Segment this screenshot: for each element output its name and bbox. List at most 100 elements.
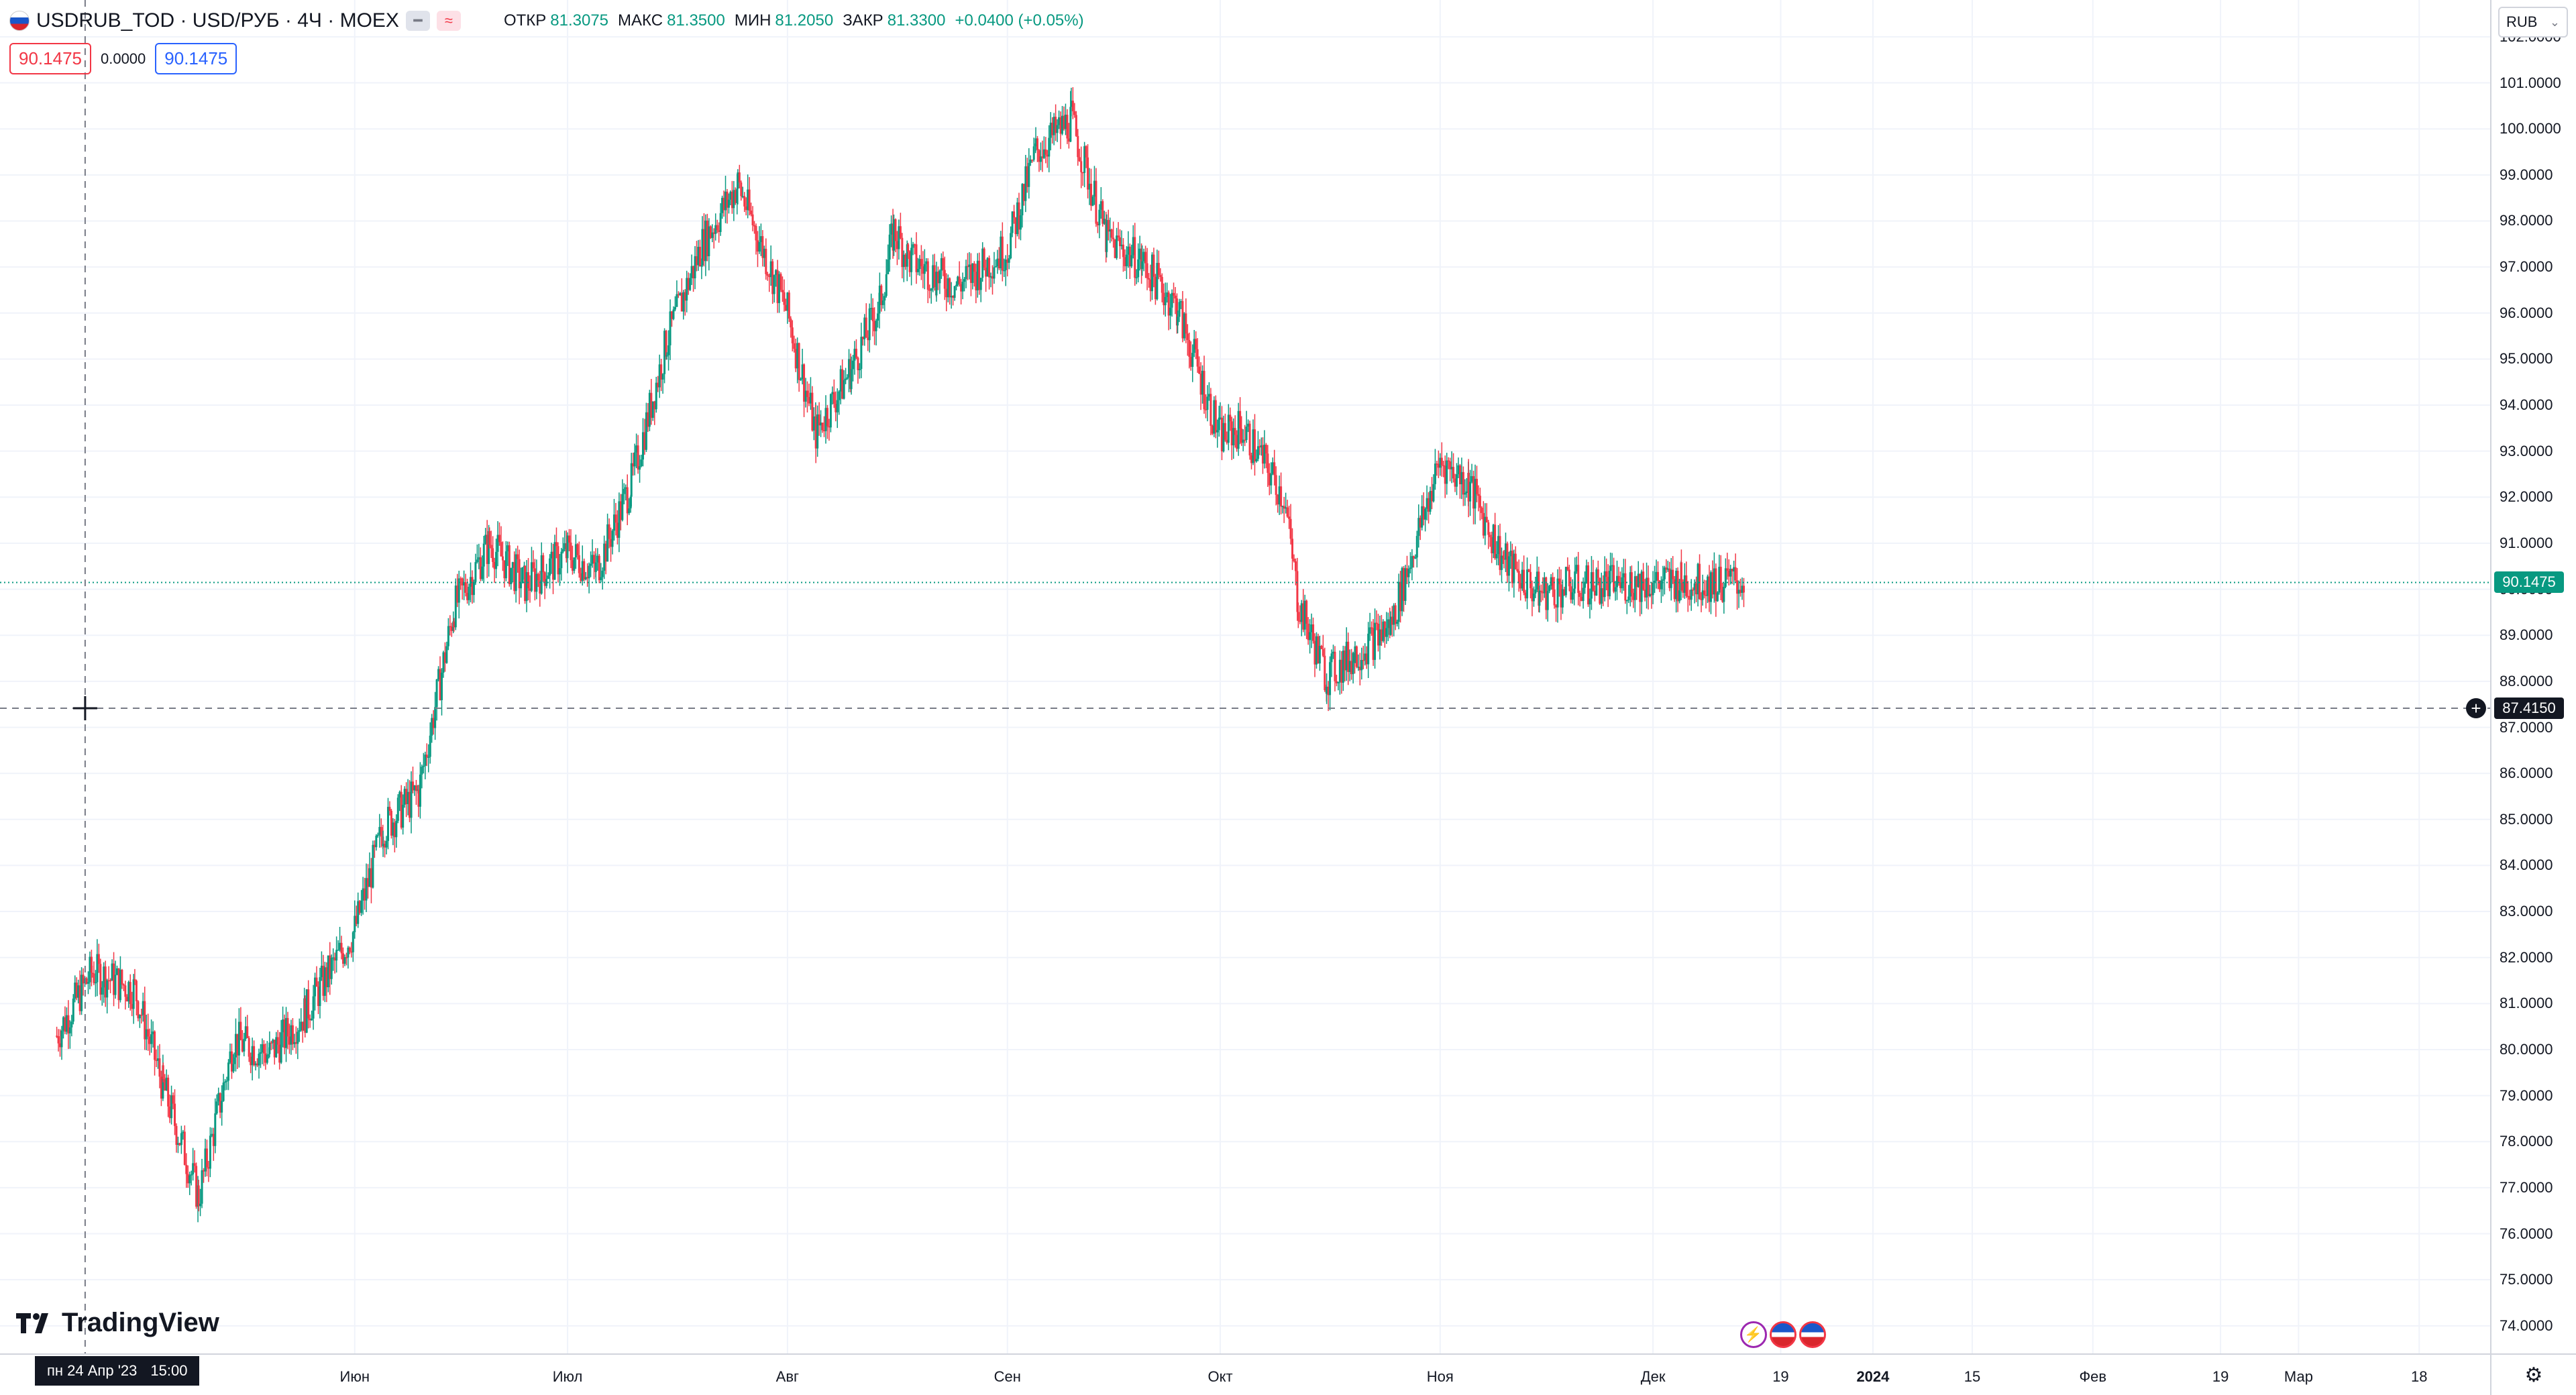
candle-body xyxy=(1327,686,1330,695)
candle-body xyxy=(1430,491,1433,502)
candle-body xyxy=(415,785,417,791)
candle-body xyxy=(818,414,820,426)
candle-body xyxy=(1584,581,1587,588)
candle-body xyxy=(731,191,733,209)
candle-body xyxy=(552,551,555,580)
sell-price-button[interactable]: 90.1475 xyxy=(9,43,91,74)
candle-body xyxy=(873,321,876,331)
price-tick-label: 82.0000 xyxy=(2500,948,2553,966)
candle-body xyxy=(1350,661,1353,675)
candle-body xyxy=(812,416,815,431)
candle-body xyxy=(1051,122,1054,135)
candle-body xyxy=(68,1027,71,1034)
candle-body xyxy=(896,241,898,249)
candle-body xyxy=(894,219,897,241)
candle-body xyxy=(254,1063,257,1066)
candle-body xyxy=(107,980,110,982)
buy-price-button[interactable]: 90.1475 xyxy=(155,43,237,74)
candle-body xyxy=(1701,590,1704,600)
candle-body xyxy=(1426,498,1428,509)
candle-body xyxy=(1134,237,1136,278)
candle-body xyxy=(740,182,743,197)
candle-body xyxy=(1502,555,1505,559)
candle-body xyxy=(1607,577,1609,597)
candle-body xyxy=(1098,209,1101,225)
high-value: 81.3500 xyxy=(667,11,725,30)
candle-body xyxy=(1635,576,1638,588)
candle-body xyxy=(1632,593,1635,600)
candlestick-chart[interactable] xyxy=(0,0,2490,1353)
candle-body xyxy=(906,244,908,267)
candle-body xyxy=(525,572,528,602)
compare-toggle-icon[interactable]: ≈ xyxy=(436,11,461,31)
candle-body xyxy=(1660,580,1662,590)
candle-body xyxy=(784,304,787,311)
candle-body xyxy=(915,244,918,272)
candle-body xyxy=(1226,439,1228,443)
candle-body xyxy=(861,337,864,339)
time-axis[interactable]: Июн Июл Авг Сен Окт Ноя Дек 19 2024 15 Фев 19 Мар 18 xyxy=(0,1353,2490,1395)
candle-body xyxy=(358,901,361,913)
candle-body xyxy=(1255,459,1258,461)
chart-settings-button[interactable]: ⚙ xyxy=(2490,1353,2576,1395)
candle-body xyxy=(1685,575,1688,596)
currency-selector[interactable]: RUB ⌄ xyxy=(2498,7,2568,38)
candle-body xyxy=(1467,473,1470,502)
candle-body xyxy=(1141,261,1144,270)
candle-body xyxy=(1090,183,1093,206)
candle-body xyxy=(1041,156,1044,158)
candle-body xyxy=(1665,567,1668,570)
candle-body xyxy=(542,555,545,573)
candle-body xyxy=(145,1029,148,1040)
candle-body xyxy=(1700,599,1703,600)
candle-body xyxy=(845,378,847,380)
crosshair-cursor-icon xyxy=(72,696,97,721)
candle-body xyxy=(1529,571,1532,589)
candle-body xyxy=(82,974,85,984)
price-axis[interactable]: 102.0000101.0000100.000099.000098.000097… xyxy=(2490,0,2576,1353)
candle-body xyxy=(1261,445,1264,464)
candle-body xyxy=(1011,211,1014,233)
candle-body xyxy=(437,669,440,679)
candle-body xyxy=(1627,596,1630,600)
candle-body xyxy=(1067,138,1070,142)
candle-body xyxy=(508,545,511,585)
candle-body xyxy=(1042,149,1045,158)
candle-body xyxy=(392,822,394,836)
us-flag-event-icon[interactable] xyxy=(1799,1321,1826,1348)
candle-body xyxy=(689,278,692,290)
candle-body xyxy=(748,189,751,211)
candle-body xyxy=(1484,516,1487,536)
symbol-title[interactable]: USDRUB_TOD · USD/РУБ · 4Ч · MOEX xyxy=(36,9,399,32)
collapse-toggle-icon[interactable]: ━ xyxy=(405,11,430,31)
candle-body xyxy=(1545,577,1548,610)
candle-body xyxy=(298,1030,301,1032)
candle-body xyxy=(667,345,670,355)
add-alert-plus-icon[interactable]: + xyxy=(2466,698,2486,719)
candle-body xyxy=(1424,508,1427,520)
lightning-event-icon[interactable]: ⚡ xyxy=(1739,1321,1767,1348)
candle-body xyxy=(533,568,536,592)
candle-body xyxy=(471,577,474,596)
candle-body xyxy=(1595,569,1598,596)
candle-body xyxy=(1039,156,1042,162)
candle-body xyxy=(280,1032,282,1063)
candle-body xyxy=(1006,259,1009,263)
candle-body xyxy=(103,966,105,988)
candle-body xyxy=(796,343,799,369)
candle-body xyxy=(1419,518,1421,528)
candle-body xyxy=(97,954,100,964)
us-flag-event-icon[interactable] xyxy=(1769,1321,1796,1348)
candle-body xyxy=(175,1125,178,1146)
candle-body xyxy=(1673,579,1676,600)
candle-body xyxy=(530,562,533,591)
candle-body xyxy=(925,261,928,264)
candle-body xyxy=(855,349,857,358)
candle-body xyxy=(1140,248,1143,270)
candle-body xyxy=(1609,571,1611,597)
crosshair-date: пн 24 Апр '23 xyxy=(47,1362,138,1379)
candle-body xyxy=(256,1063,259,1066)
tradingview-logo[interactable]: TradingView xyxy=(16,1308,219,1338)
candle-body xyxy=(150,1034,153,1044)
candle-body xyxy=(657,382,659,388)
